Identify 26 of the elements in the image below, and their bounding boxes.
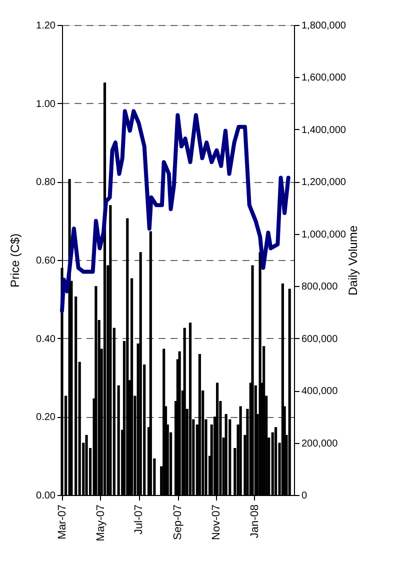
- y-axis-title: Price (C$): [8, 233, 22, 288]
- y-tick-label: 1.20: [36, 20, 56, 32]
- x-tick-label: Nov-07: [210, 504, 223, 540]
- y-tick-label: 0.60: [36, 256, 56, 266]
- y2-tick-label: 1,200,000: [302, 177, 346, 188]
- y-tick-label: 1.00: [36, 98, 56, 110]
- y2-tick-label: 400,000: [302, 386, 338, 398]
- x-tick-label: Jan-08: [248, 504, 261, 538]
- y2-tick-label: 0: [302, 490, 308, 502]
- y2-tick-label: 600,000: [302, 334, 338, 345]
- y-tick-label: 0.80: [36, 177, 56, 188]
- x-tick-label: Jul-07: [133, 504, 146, 534]
- x-tick-label: May-07: [94, 504, 107, 542]
- y2-tick-label: 1,600,000: [302, 72, 346, 84]
- x-tick-label: Mar-07: [56, 504, 68, 540]
- y-tick-label: 0.20: [36, 412, 56, 424]
- y2-axis-title: Daily Volume: [346, 225, 360, 296]
- y2-tick-label: 800,000: [302, 282, 338, 293]
- y2-tick-label: 1,800,000: [302, 20, 346, 32]
- y-tick-label: 0.00: [36, 490, 56, 502]
- line-series: [60, 109, 290, 313]
- y-tick-label: 0.40: [36, 334, 56, 345]
- y2-tick-label: 1,000,000: [302, 229, 346, 240]
- x-tick-label: Sep-07: [172, 504, 184, 540]
- y2-tick-label: 200,000: [302, 438, 338, 450]
- y2-tick-label: 1,400,000: [302, 124, 346, 136]
